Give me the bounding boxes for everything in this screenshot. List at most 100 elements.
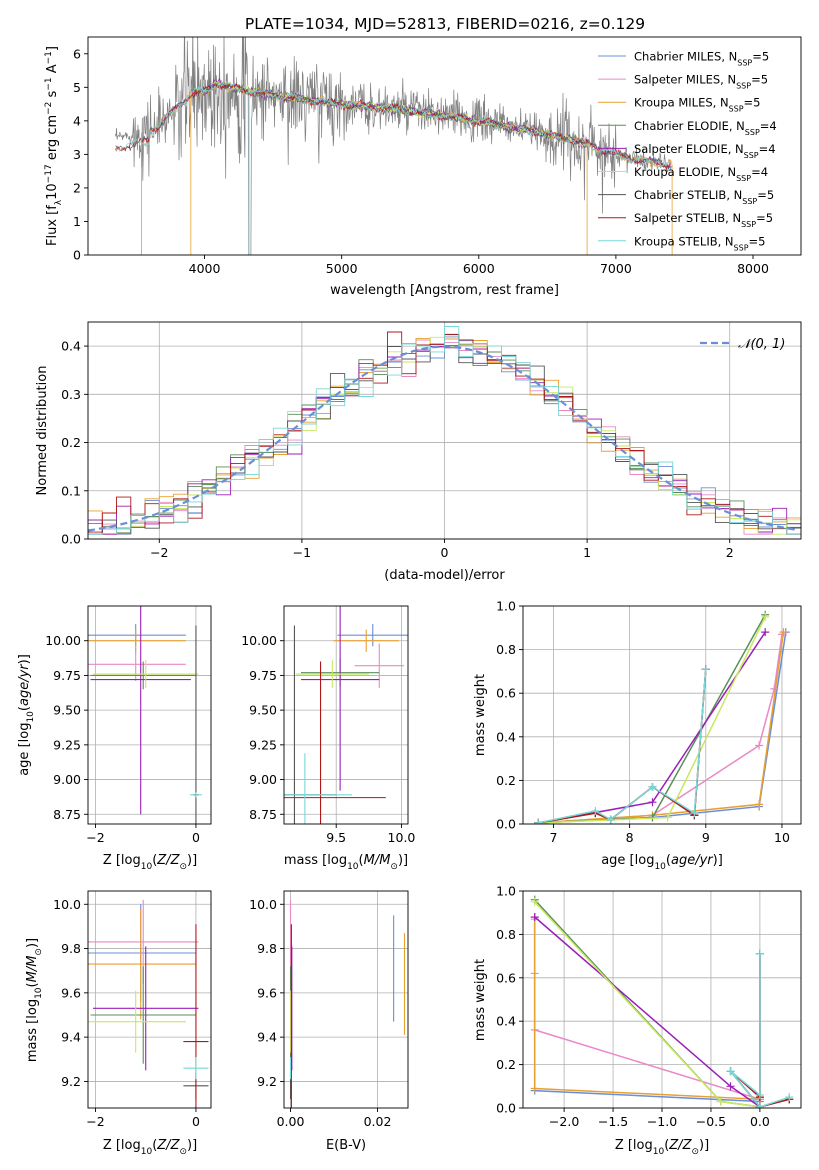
- mass-weight-vs-Z-ylabel: mass weight: [473, 959, 488, 1041]
- spectrum-ytick-label: 2: [73, 180, 81, 195]
- residual_histogram-marks: [88, 326, 801, 535]
- mass_vs_EBV-ytick-label: 9.2: [257, 1074, 277, 1089]
- legend-entry: Kroupa MILES, NSSP=5: [634, 96, 760, 114]
- mass_weight_vs_age-point-marker: [606, 815, 615, 824]
- age_vs_Z-xtick-label: 0: [192, 830, 200, 845]
- mass_vs_EBV-ytick-label: 10.0: [249, 897, 277, 912]
- mass_weight_vs_Z-point-marker: [726, 1082, 735, 1091]
- mass_weight_vs_Z-ytick-label: 1.0: [496, 884, 516, 899]
- mass_weight_vs_age-xtick-label: 10: [774, 830, 790, 845]
- mass_vs_Z-marks: [88, 899, 209, 1108]
- mass_vs_EBV-xtick-label: 0.02: [364, 1114, 392, 1129]
- age_vs_Z-panel: [88, 606, 211, 824]
- residual_histogram-ytick-label: 0.1: [61, 483, 81, 498]
- spectrum-xtick-label: 7000: [600, 261, 632, 276]
- mass_vs_EBV-ytick-label: 9.4: [257, 1030, 277, 1045]
- legend-entry: Salpeter STELIB, NSSP=5: [634, 211, 773, 229]
- mass_weight_vs_Z-series-line: [534, 901, 761, 1108]
- mass-weight-vs-age-ylabel: mass weight: [473, 674, 488, 756]
- residual_histogram-ytick-label: 0.2: [61, 435, 81, 450]
- mass_vs_Z-xtick-label: −2: [86, 1114, 104, 1129]
- age_vs_Z-marks: [88, 606, 202, 824]
- mass_weight_vs_Z-point-marker: [530, 897, 539, 906]
- mass_weight_vs_age-frame: 7 8 9 10 0.0 0.2 0.4 0.6 0.8 1.0: [496, 599, 802, 845]
- mass_weight_vs_age-series-line: [538, 669, 707, 824]
- spectrum-xtick-label: 4000: [189, 261, 221, 276]
- mass_vs_EBV-ytick-label: 9.8: [257, 941, 277, 956]
- age_vs_Z-axes-frame: [87, 605, 212, 825]
- legend-entry: Kroupa ELODIE, NSSP=4: [634, 165, 768, 183]
- mass_weight_vs_Z-xtick-label: −0.5: [696, 1114, 726, 1129]
- legend-entry: Chabrier MILES, NSSP=5: [634, 50, 769, 68]
- age_vs_mass-panel: [284, 606, 408, 824]
- mass_weight_vs_Z-point-marker: [530, 913, 539, 922]
- mass_weight_vs_age-xtick-label: 8: [626, 830, 634, 845]
- mass_weight_vs_age-point-marker: [534, 818, 543, 824]
- age_vs_mass-ytick-label: 10.00: [241, 633, 277, 648]
- mass-vs-Z-xlabel: Z [log10(Z/Z⊙)]: [103, 1138, 197, 1157]
- age_vs_Z-frame: −2 0 8.75 9.00 9.25 9.50 9.75 10.00: [45, 605, 212, 845]
- mass_weight_vs_age-point-marker: [761, 628, 770, 637]
- mass_vs_Z-xtick-label: 0: [192, 1114, 200, 1129]
- residual-histogram-step: [88, 326, 801, 535]
- spectrum-ytick-label: 5: [73, 80, 81, 95]
- age_vs_mass-ytick-label: 9.25: [249, 737, 277, 752]
- age_vs_mass-ytick-label: 8.75: [249, 807, 277, 822]
- mass_weight_vs_Z-series-line: [534, 916, 761, 1108]
- figure-title: PLATE=1034, MJD=52813, FIBERID=0216, z=0…: [245, 15, 645, 33]
- mass_vs_Z-ytick-label: 9.4: [61, 1030, 81, 1045]
- age-vs-Z-xlabel: Z [log10(Z/Z⊙)]: [103, 853, 197, 872]
- mass_weight_vs_age-ytick-label: 0.4: [496, 729, 516, 744]
- legend-entry: Chabrier ELODIE, NSSP=4: [634, 119, 777, 137]
- normal-curve-line: [88, 345, 799, 532]
- age_vs_mass-ytick-label: 9.75: [249, 668, 277, 683]
- mass_weight_vs_Z-ytick-label: 0.4: [496, 1014, 516, 1029]
- mass-vs-Z-ylabel: mass [log10(M/M⊙)]: [25, 938, 44, 1062]
- spectrum-ylabel: Flux [fλ10−17 erg cm−2 s−1 A−1]: [44, 46, 64, 246]
- mass_vs_EBV-frame: 0.00 0.02 9.2 9.4 9.6 9.8 10.0: [249, 890, 409, 1129]
- age_vs_Z-ytick-label: 9.00: [53, 772, 81, 787]
- mass_weight_vs_age-ytick-label: 0.8: [496, 642, 516, 657]
- mass_weight_vs_Z-xtick-label: 0.0: [750, 1114, 770, 1129]
- age_vs_mass-xtick-label: 9.5: [326, 830, 346, 845]
- age_vs_mass-ytick-label: 9.50: [249, 703, 277, 718]
- residual_histogram-ytick-label: 0.3: [61, 387, 81, 402]
- spectrum-model-line: [115, 81, 672, 168]
- mass_weight_vs_age-series-line: [538, 632, 785, 824]
- mass_weight_vs_age-series-line: [538, 669, 707, 824]
- mass_weight_vs_age-series-line: [538, 669, 707, 824]
- mass_weight_vs_Z-point-marker: [530, 1084, 539, 1093]
- mass_weight_vs_age-marks: [534, 610, 790, 824]
- age_vs_Z-ytick-label: 9.50: [53, 703, 81, 718]
- spectrum-xtick-label: 8000: [737, 261, 769, 276]
- legend-entry: Chabrier STELIB, NSSP=5: [634, 188, 774, 206]
- mass-weight-vs-age-xlabel: age [log10(age/yr)]: [601, 853, 723, 872]
- mass_vs_Z-ytick-label: 9.6: [61, 985, 81, 1000]
- mass_weight_vs_Z-ytick-label: 0.6: [496, 970, 516, 985]
- mass_weight_vs_Z-frame: −2.0 −1.5 −1.0 −0.5 0.0 0.0 0.2 0.4 0.6 0.8 1.0: [496, 884, 802, 1129]
- mass_weight_vs_age-series-line: [538, 631, 766, 824]
- residual-ylabel: Normed distribution: [35, 366, 50, 496]
- mass_weight_vs_age-point-marker: [591, 806, 600, 815]
- mass_weight_vs_Z-series-line: [533, 919, 761, 1107]
- mass_weight_vs_Z-series-line: [729, 953, 790, 1108]
- spectrum-ytick-label: 0: [73, 248, 81, 263]
- mass_weight_vs_Z-xtick-label: −2.0: [549, 1114, 579, 1129]
- mass-vs-EBV-xlabel: E(B-V): [326, 1138, 366, 1153]
- age_vs_mass-frame: 9.5 10.0 8.75 9.00 9.25 9.50 9.75 10.00: [241, 605, 415, 845]
- age_vs_Z-xtick-label: −2: [86, 830, 104, 845]
- mass_weight_vs_age-point-marker: [648, 782, 657, 791]
- mass_weight_vs_Z-point-marker: [716, 1097, 725, 1106]
- mass_vs_Z-axes-frame: [87, 890, 212, 1109]
- mass_weight_vs_age-point-marker: [663, 813, 672, 822]
- mass_weight_vs_age-point-marker: [779, 628, 788, 637]
- mass_weight_vs_Z-xtick-label: −1.5: [598, 1114, 628, 1129]
- mass_weight_vs_Z-ytick-label: 0.8: [496, 927, 516, 942]
- age_vs_Z-ytick-label: 9.25: [53, 737, 81, 752]
- legend-entry: Salpeter ELODIE, NSSP=4: [634, 142, 776, 160]
- mass_weight_vs_age-point-marker: [648, 798, 657, 807]
- residual_histogram-frame: −2 −1 0 1 2 0.0 0.1 0.2 0.3 0.4 𝒩(0, 1): [61, 321, 802, 560]
- mass_weight_vs_age-point-marker: [755, 800, 764, 809]
- age_vs_mass-ytick-label: 9.00: [249, 772, 277, 787]
